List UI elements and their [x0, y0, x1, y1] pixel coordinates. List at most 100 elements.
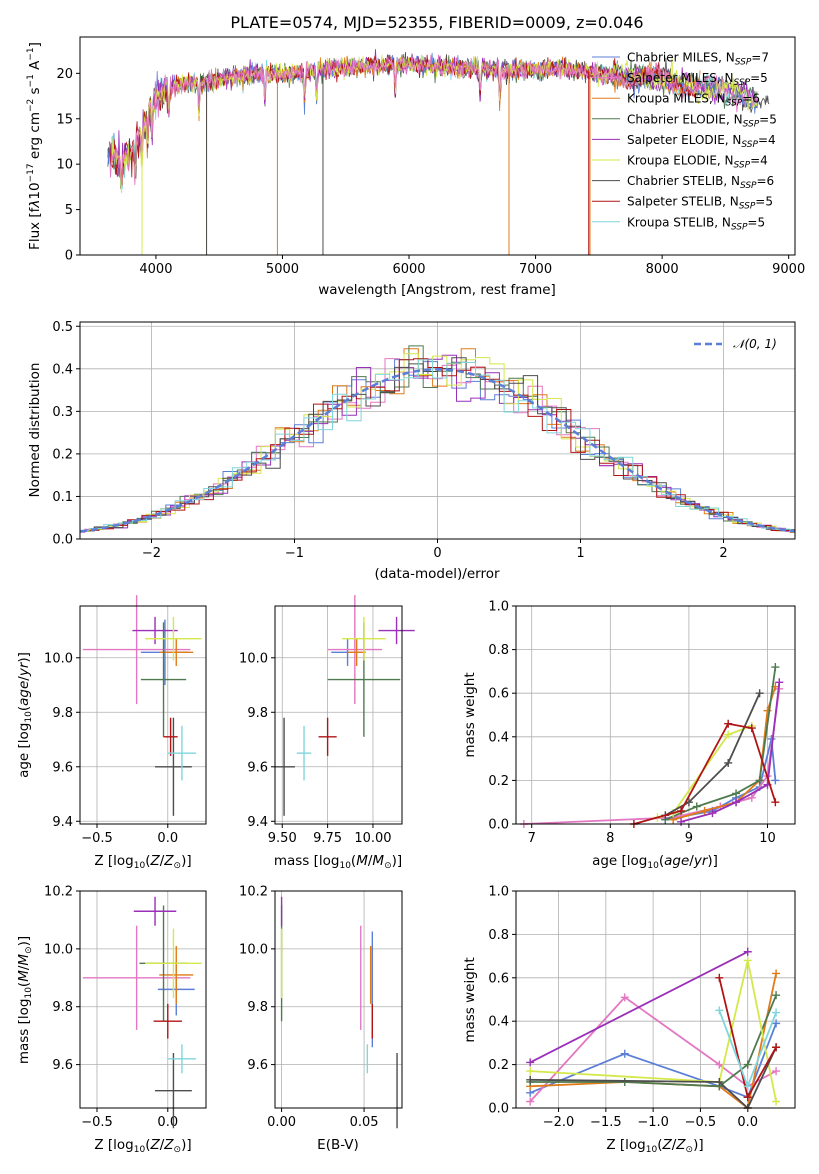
- residuals-legend: 𝒩(0, 1): [694, 337, 777, 351]
- mw-z-xlabel: Z [log10(Z/Z⊙)]: [606, 1137, 703, 1155]
- massweight-marker: [677, 806, 686, 815]
- x-tick-label: 0.0: [157, 1115, 178, 1130]
- histogram-series: [80, 348, 795, 533]
- y-tick-label: 0.5: [52, 320, 73, 335]
- mass-vs-metallicity-panel: −0.5 0.0 9.6 9.8 10.0 10.2 Z [log10(Z/Z⊙)] ma…: [16, 885, 207, 1155]
- massweight-marker: [743, 1060, 752, 1069]
- massweight-line: [664, 692, 761, 817]
- y-tick-label: 9.4: [52, 815, 73, 830]
- y-tick-label: 9.4: [247, 815, 268, 830]
- x-tick-label: 9: [685, 831, 693, 846]
- massweight-line: [530, 960, 777, 1102]
- x-tick-label: 7: [528, 831, 536, 846]
- massweight-marker: [700, 806, 709, 815]
- massweight-marker: [692, 802, 701, 811]
- massweight-marker: [772, 1097, 781, 1106]
- x-tick-label: 6000: [392, 262, 425, 277]
- massweight-marker: [775, 678, 784, 687]
- massweight-marker: [526, 1058, 535, 1067]
- massweight-marker: [708, 809, 717, 818]
- x-tick-label: 1: [576, 546, 584, 561]
- x-tick-label: −1.0: [637, 1115, 669, 1130]
- massweight-marker: [771, 663, 780, 672]
- residuals-panel: −2 −1 0 1 2 0.0 0.1 0.2 0.3 0.4 0.5 (data-model)/e…: [27, 320, 796, 582]
- normal-legend-label: 𝒩(0, 1): [733, 337, 777, 351]
- age-ylabel: age [log10(age/yr)]: [16, 652, 34, 778]
- y-tick-label: 0.0: [488, 1102, 509, 1117]
- y-tick-label: 9.6: [52, 760, 73, 775]
- massweight-marker: [771, 776, 780, 785]
- y-tick-label: 0.8: [488, 928, 509, 943]
- mass-vs-z-xlabel: Z [log10(Z/Z⊙)]: [94, 1137, 191, 1155]
- x-tick-label: 4000: [139, 262, 172, 277]
- y-tick-label: 1.0: [488, 885, 509, 900]
- massweight-marker: [772, 1043, 781, 1052]
- legend-label: Chabrier ELODIE, NSSP=5: [627, 112, 777, 129]
- y-tick-label: 9.6: [247, 1058, 268, 1073]
- x-tick-label: 5000: [266, 262, 299, 277]
- histogram-series: [80, 354, 795, 533]
- massweight-marker: [772, 1067, 781, 1076]
- mw-age-ylabel: mass weight: [462, 672, 478, 757]
- y-tick-label: 0.0: [488, 818, 509, 833]
- massweight-marker: [743, 1082, 752, 1091]
- y-tick-label: 5: [65, 203, 73, 218]
- legend-label: Chabrier MILES, NSSP=7: [627, 51, 769, 68]
- spectrum-ylabel: Flux [fλ10−17 erg cm−2 s−1 A−1]: [26, 42, 43, 250]
- y-tick-label: 0.2: [488, 1058, 509, 1073]
- y-tick-label: 10.0: [44, 651, 73, 666]
- y-tick-label: 0.4: [488, 1015, 509, 1030]
- x-tick-label: 9.50: [268, 831, 297, 846]
- x-tick-label: 7000: [519, 262, 552, 277]
- massweight-marker: [747, 793, 756, 802]
- massweight-marker: [724, 719, 733, 728]
- legend-label: Salpeter ELODIE, NSSP=4: [627, 133, 776, 150]
- y-tick-label: 0.8: [488, 643, 509, 658]
- legend-label: Salpeter MILES, NSSP=5: [627, 71, 768, 88]
- massweight-marker: [715, 973, 724, 982]
- y-tick-label: 0.2: [488, 774, 509, 789]
- massweight-marker: [724, 758, 733, 767]
- x-tick-label: 8000: [646, 262, 679, 277]
- normal-curve: [79, 368, 796, 533]
- y-tick-label: 9.6: [247, 760, 268, 775]
- residuals-ylabel: Normed distribution: [27, 363, 43, 498]
- massweight-marker: [715, 1060, 724, 1069]
- x-tick-label: 8: [606, 831, 614, 846]
- x-tick-label: 10: [759, 831, 776, 846]
- x-tick-label: 9.75: [313, 831, 342, 846]
- mass-ylabel: mass [log10(M/M⊙)]: [16, 936, 34, 1064]
- mass-vs-ebv-xlabel: E(B-V): [317, 1137, 359, 1153]
- massweight-marker: [772, 1008, 781, 1017]
- y-tick-label: 9.8: [52, 1000, 73, 1015]
- residuals-xlabel: (data-model)/error: [374, 566, 500, 582]
- massweight-line: [672, 686, 777, 821]
- massweight-marker: [772, 991, 781, 1000]
- x-tick-label: −1: [285, 546, 304, 561]
- x-tick-label: 0.0: [737, 1115, 758, 1130]
- massweight-marker: [747, 724, 756, 733]
- massweight-marker: [715, 1077, 724, 1086]
- x-tick-label: −2: [142, 546, 161, 561]
- x-tick-label: 0: [433, 546, 441, 561]
- massweight-marker: [526, 1067, 535, 1076]
- spectrum-xlabel: wavelength [Angstrom, rest frame]: [318, 282, 556, 298]
- y-tick-label: 9.8: [52, 706, 73, 721]
- histogram-series: [80, 345, 795, 532]
- x-tick-label: −0.5: [81, 1115, 113, 1130]
- y-tick-label: 9.6: [52, 1058, 73, 1073]
- spectrum-panel: 4000 5000 6000 7000 8000 9000 0 5 10 15 20 wavelen…: [26, 36, 805, 298]
- mw-z-ylabel: mass weight: [462, 957, 478, 1042]
- massweight-vs-age-panel: 7 8 9 10 0.0 0.2 0.4 0.6 0.8 1.0 age [log10(age/y…: [462, 600, 796, 871]
- massweight-line: [530, 1046, 777, 1110]
- y-tick-label: 9.8: [247, 1000, 268, 1015]
- massweight-marker: [743, 1093, 752, 1102]
- x-tick-label: 0.00: [267, 1115, 296, 1130]
- y-tick-label: 9.8: [247, 706, 268, 721]
- massweight-marker: [526, 1097, 535, 1106]
- x-tick-label: 2: [719, 546, 727, 561]
- y-tick-label: 0.2: [52, 447, 73, 462]
- y-tick-label: 0.1: [52, 490, 73, 505]
- y-tick-label: 0: [65, 249, 73, 264]
- massweight-marker: [526, 1075, 535, 1084]
